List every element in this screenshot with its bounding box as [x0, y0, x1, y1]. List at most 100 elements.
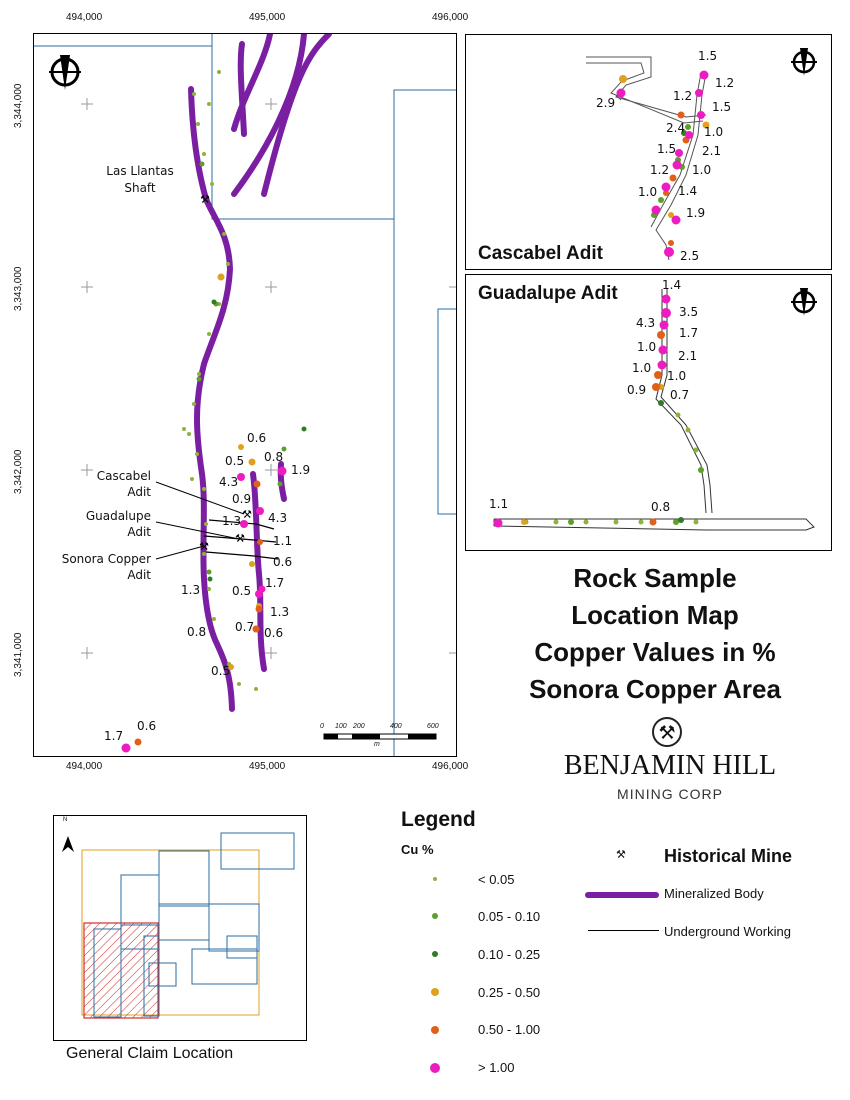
- inset-sample-label: 4.3: [636, 316, 656, 330]
- grid-crosses: [81, 98, 456, 659]
- sample-label: 4.3: [219, 475, 239, 489]
- sample-label: 1.3: [222, 514, 242, 528]
- legend-class-label: > 1.00: [478, 1060, 515, 1075]
- legend-class-label: 0.25 - 0.50: [478, 985, 541, 1000]
- inset-sample-label: 1.7: [679, 326, 699, 340]
- map-title-line: Copper Values in %: [534, 637, 776, 667]
- guadalupe-adit-label: Guadalupe Adit: [85, 509, 151, 539]
- inset-sample-label: 1.5: [657, 142, 677, 156]
- sample-label: 0.7: [235, 620, 255, 634]
- sample-label: 0.5: [211, 664, 231, 678]
- x-tick-bottom-1: 494,000: [66, 761, 103, 772]
- map-title-line: Sonora Copper Area: [529, 674, 781, 704]
- legend-symbol-050-100: [431, 1026, 439, 1034]
- sample-label: 1.3: [270, 605, 290, 619]
- inset-sample-label: 1.4: [678, 184, 698, 198]
- sample-label: 0.9: [232, 492, 252, 506]
- x-tick-top-3: 496,000: [432, 12, 469, 23]
- underground-working: [586, 56, 707, 261]
- sonora-copper-adit-label: Sonora Copper Adit: [61, 552, 151, 582]
- inset-sample-label: 1.0: [632, 361, 652, 375]
- y-tick-4: 3,341,000: [13, 632, 24, 678]
- legend-underground-working: Underground Working: [664, 924, 791, 939]
- sample-label: 0.6: [247, 431, 267, 445]
- sample-label: 0.6: [264, 626, 284, 640]
- las-llantas-shaft-label: Las Llantas Shaft: [106, 164, 174, 195]
- underground-workings: [203, 519, 279, 560]
- locator-map-canvas: [62, 832, 295, 1019]
- scale-bar: [323, 733, 437, 740]
- x-tick-top-2: 495,000: [249, 12, 286, 23]
- locator-map: [53, 815, 307, 1041]
- svg-text:⚒: ⚒: [242, 508, 252, 521]
- inset-sample-label: 1.0: [692, 163, 712, 177]
- scale-bar-tick: 0: [320, 723, 324, 730]
- inset-sample-label: 1.2: [715, 76, 735, 90]
- sample-label: 1.9: [291, 463, 311, 477]
- sample-label: 0.8: [187, 625, 207, 639]
- historical-mine-icon: ⚒: [616, 849, 626, 861]
- locator-north-arrow-icon: [62, 836, 74, 852]
- inset-sample-label: 2.4: [666, 121, 686, 135]
- north-arrow-icon: [49, 55, 81, 90]
- legend-class-label: 0.10 - 0.25: [478, 947, 541, 962]
- north-arrow-icon: [791, 288, 817, 316]
- legend-symbol-025-050: [431, 988, 439, 996]
- locator-caption: General Claim Location: [66, 1045, 234, 1062]
- legend-underground-line: [588, 930, 659, 931]
- inset-sample-label: 1.0: [667, 369, 687, 383]
- legend-mineralized-body: Mineralized Body: [664, 886, 764, 901]
- main-map-canvas: ⚒ ⚒ ⚒ ⚒: [34, 31, 456, 756]
- legend-symbol-010-025: [432, 951, 438, 957]
- legend-class-label: 0.50 - 1.00: [478, 1022, 541, 1037]
- y-tick-1: 3,344,000: [13, 83, 24, 129]
- inset-sample-label: 1.5: [698, 49, 718, 63]
- inset-sample-label: 1.2: [650, 163, 670, 177]
- x-tick-bottom-2: 495,000: [249, 761, 286, 772]
- svg-text:⚒: ⚒: [200, 193, 210, 206]
- scale-bar-tick: 600: [427, 723, 439, 730]
- guadalupe-inset-canvas: [493, 288, 817, 531]
- inset-sample-label: 0.7: [670, 388, 690, 402]
- legend-class-label: 0.05 - 0.10: [478, 909, 541, 924]
- company-name: BENJAMIN HILL: [563, 750, 777, 781]
- north-arrow-icon: [791, 48, 817, 76]
- inset-sample-label: 2.9: [596, 96, 616, 110]
- scale-bar-tick: 400: [390, 723, 402, 730]
- locator-north-label: N: [63, 817, 68, 823]
- inset-sample-label: 2.1: [702, 144, 722, 158]
- inset-sample-label: 0.9: [627, 383, 647, 397]
- inset-sample-label: 1.0: [638, 185, 658, 199]
- inset-sample-label: 1.2: [673, 89, 693, 103]
- map-title: Rock Sample Location Map Copper Values i…: [490, 560, 820, 708]
- map-title-line: Location Map: [571, 600, 739, 630]
- inset-sample-label: 1.4: [662, 278, 682, 292]
- scale-bar-unit: m: [374, 741, 380, 748]
- inset-sample-label: 1.0: [704, 125, 724, 139]
- company-subtitle: MINING CORP: [617, 786, 723, 802]
- sample-label: 0.8: [264, 450, 284, 464]
- pickaxe-logo-icon: ⚒: [652, 717, 682, 747]
- sample-label: 1.1: [273, 534, 293, 548]
- legend-subtitle: Cu %: [401, 842, 434, 857]
- y-tick-2: 3,343,000: [13, 266, 24, 312]
- claim-boundaries: [34, 34, 456, 756]
- sample-label: 0.6: [137, 719, 157, 733]
- sample-label: 0.5: [232, 584, 252, 598]
- cascabel-inset: [465, 34, 832, 270]
- x-tick-top-1: 494,000: [66, 12, 103, 23]
- inset-sample-label: 1.1: [489, 497, 509, 511]
- leader-lines: [155, 481, 245, 560]
- cascabel-adit-label: Cascabel Adit: [96, 469, 151, 499]
- legend-symbol-gt100: [430, 1063, 440, 1073]
- guadalupe-inset: [465, 274, 832, 551]
- cascabel-inset-canvas: [586, 48, 817, 261]
- y-tick-3: 3,342,000: [13, 449, 24, 495]
- map-title-line: Rock Sample: [573, 563, 737, 593]
- sample-label: 1.7: [104, 729, 124, 743]
- inset-sample-label: 2.1: [678, 349, 698, 363]
- inset-sample-label: 1.0: [637, 340, 657, 354]
- sample-label: 4.3: [268, 511, 288, 525]
- legend-mineralized-body-line: [585, 892, 659, 898]
- legend-title: Legend: [401, 808, 476, 831]
